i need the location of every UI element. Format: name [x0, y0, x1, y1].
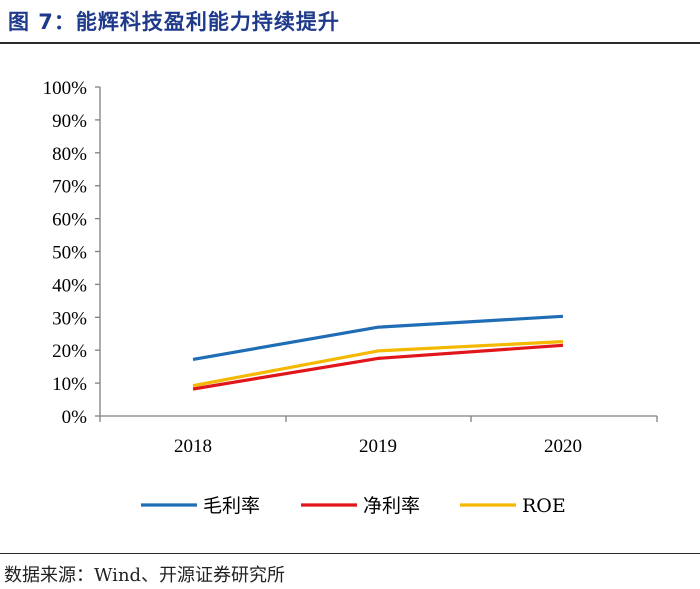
source-divider: [0, 553, 700, 554]
legend-label: ROE: [522, 495, 566, 517]
legend-label: 净利率: [363, 495, 420, 517]
y-tick-label: 10%: [52, 374, 87, 395]
series-line-净利率: [192, 343, 564, 391]
y-tick-label: 20%: [52, 341, 87, 362]
chart-legend: 毛利率 净利率 ROE: [141, 495, 566, 517]
series-line-毛利率: [192, 314, 564, 361]
x-tick-label: 2018: [174, 436, 212, 457]
chart-axes: 0% 10% 20% 30% 40% 50% 60% 70% 80% 90% 100% 2018 201…: [43, 78, 658, 457]
y-tick-label: 0%: [62, 407, 88, 428]
y-tick-label: 100%: [43, 78, 88, 99]
chart-series: [192, 314, 564, 391]
x-tick-label: 2019: [359, 436, 397, 457]
y-tick-label: 40%: [52, 275, 87, 296]
figure-title: 图 7：能辉科技盈利能力持续提升: [8, 10, 340, 34]
y-tick-label: 30%: [52, 308, 87, 329]
y-tick-label: 80%: [52, 144, 87, 165]
source-note: 数据来源：Wind、开源证券研究所: [4, 565, 286, 586]
y-tick-label: 50%: [52, 243, 87, 264]
legend-label: 毛利率: [203, 495, 260, 517]
x-tick-label: 2020: [544, 436, 582, 457]
y-tick-label: 70%: [52, 177, 87, 198]
y-tick-label: 90%: [52, 111, 87, 132]
y-tick-label: 60%: [52, 210, 87, 231]
series-line-ROE: [192, 340, 564, 388]
title-divider: [0, 42, 700, 44]
